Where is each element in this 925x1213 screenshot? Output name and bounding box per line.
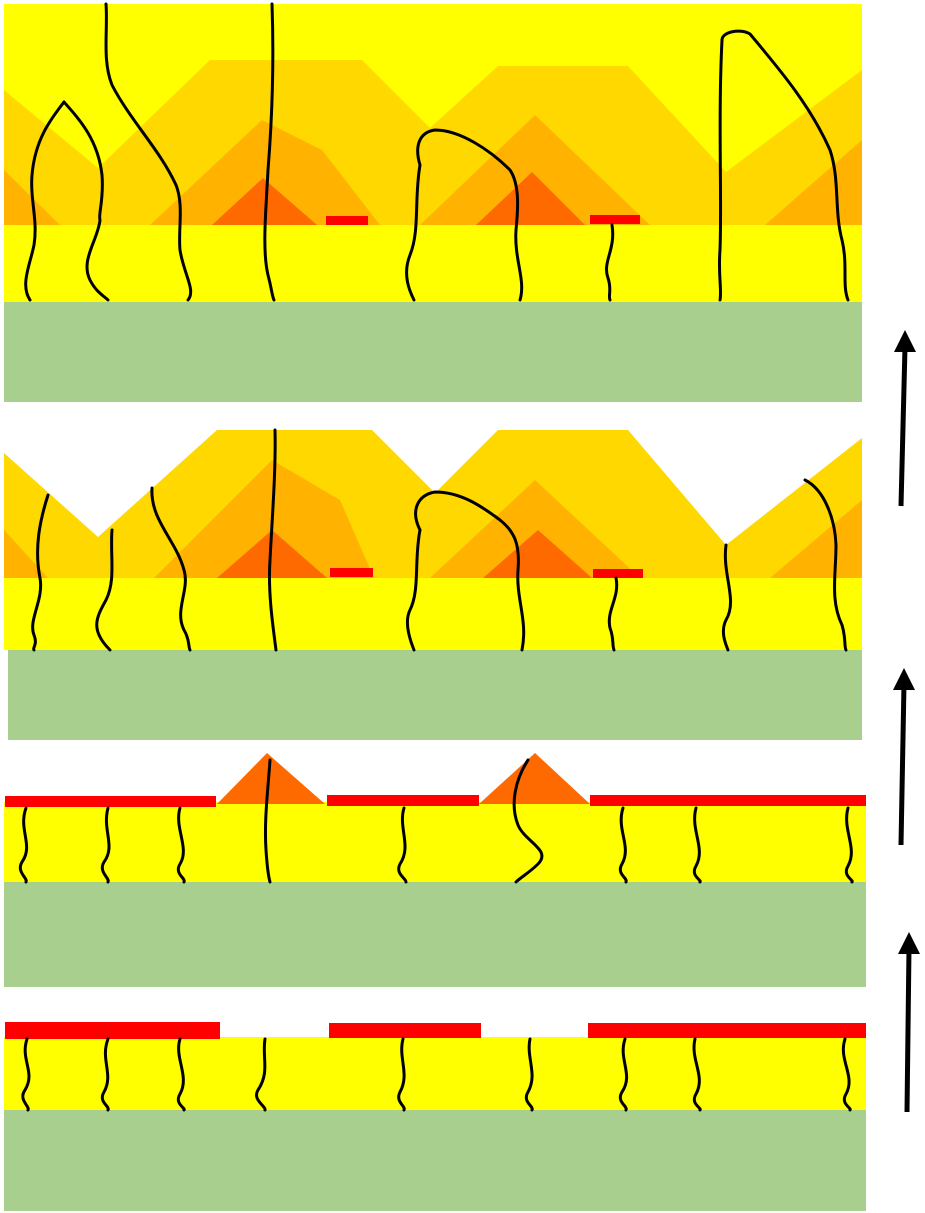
up-arrow-icon [898,932,920,1113]
mask-remnant [593,569,643,578]
mask-stripe [5,796,216,807]
mask-remnant [590,215,640,224]
threading-dislocations [24,2,850,302]
threading-dislocations [18,758,854,884]
growth-front-island [217,530,327,578]
threading-dislocations [21,1037,852,1112]
process-arrows [893,330,920,1113]
mask-remnant [330,568,373,577]
buffer-layer [4,1037,866,1110]
up-arrow-icon [893,668,915,846]
substrate [4,1110,866,1211]
growth-front-island [212,178,317,225]
threading-dislocations [31,428,848,652]
stage-2-initial-nucleation [4,753,866,987]
mask-remnant [326,216,368,225]
overgrowth-mid [420,115,650,225]
overgrowth-mid [154,460,374,578]
growth-front-island [476,172,585,225]
substrate [8,650,862,740]
overgrowth-mid [430,480,640,578]
nucleation-island [479,753,590,804]
overgrowth-mid [770,500,862,578]
mask-stripe [5,1022,220,1039]
mask-stripe [588,1023,866,1038]
mask-stripe [329,1023,481,1038]
buffer-layer [4,578,862,650]
substrate [4,882,866,987]
stage-1-mask-pattern [4,1022,866,1211]
buffer-layer [4,802,866,882]
nucleation-island [217,753,325,804]
overgrowth-mid [150,120,380,225]
mask-stripe [327,795,479,806]
overgrowth-layer [4,430,862,578]
substrate [4,302,862,402]
growth-front-island [483,530,592,578]
stage-4-coalesced-film [4,2,862,402]
mask-stripe [590,795,866,806]
up-arrow-icon [894,330,916,507]
stage-3-lateral-growth [4,428,862,740]
